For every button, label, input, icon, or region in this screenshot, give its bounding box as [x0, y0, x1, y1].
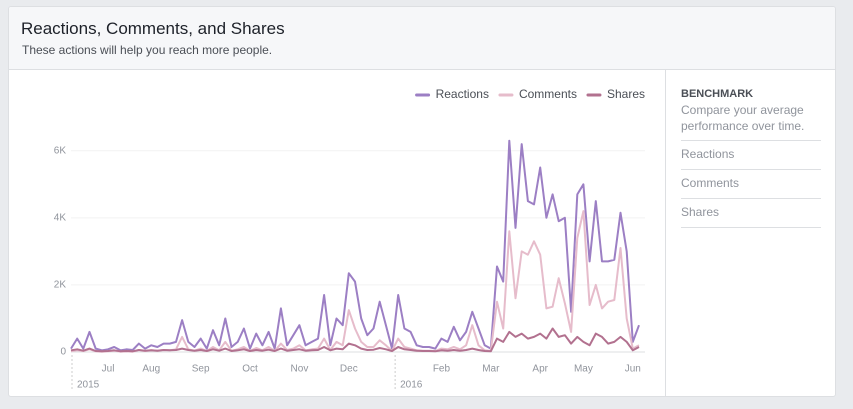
x-tick-label: Jun [625, 364, 641, 375]
x-tick-label: Aug [142, 364, 160, 375]
y-tick-label: 6K [54, 145, 67, 156]
card: Reactions, Comments, and Shares These ac… [8, 6, 836, 397]
year-label: 2015 [77, 380, 100, 391]
year-label: 2016 [400, 380, 423, 391]
series-line [70, 139, 640, 352]
y-tick-label: 4K [54, 212, 67, 223]
x-tick-label: Sep [192, 364, 210, 375]
y-tick-label: 0 [60, 347, 66, 358]
card-header: Reactions, Comments, and Shares These ac… [9, 7, 835, 70]
benchmark-option[interactable]: Reactions [681, 140, 821, 169]
card-subtitle: These actions will help you reach more p… [22, 43, 273, 57]
x-tick-label: Nov [291, 364, 309, 375]
x-tick-label: May [574, 364, 593, 375]
x-tick-label: Apr [532, 364, 548, 375]
separator [681, 227, 821, 228]
benchmark-option[interactable]: Comments [681, 169, 821, 198]
y-tick-label: 2K [54, 280, 67, 291]
legend-label: Shares [607, 87, 645, 101]
x-tick-label: Jul [102, 364, 115, 375]
x-tick-label: Oct [242, 364, 258, 375]
x-tick-label: Feb [433, 364, 451, 375]
x-tick-label: Mar [482, 364, 500, 375]
benchmark-title: BENCHMARK [681, 88, 754, 100]
legend-label: Comments [519, 87, 577, 101]
legend-label: Reactions [436, 87, 489, 101]
benchmark-option[interactable]: Shares [681, 198, 821, 227]
benchmark-description: Compare your average performance over ti… [681, 103, 805, 133]
chart: 0 2K 4K 6K Jul Aug Sep Oct Nov Dec Feb Mar Apr May Jun… [54, 87, 645, 391]
x-tick-label: Dec [340, 364, 358, 375]
card-title: Reactions, Comments, and Shares [21, 19, 285, 38]
series-line [70, 327, 640, 353]
benchmark-panel: BENCHMARK Compare your average performan… [665, 70, 835, 396]
